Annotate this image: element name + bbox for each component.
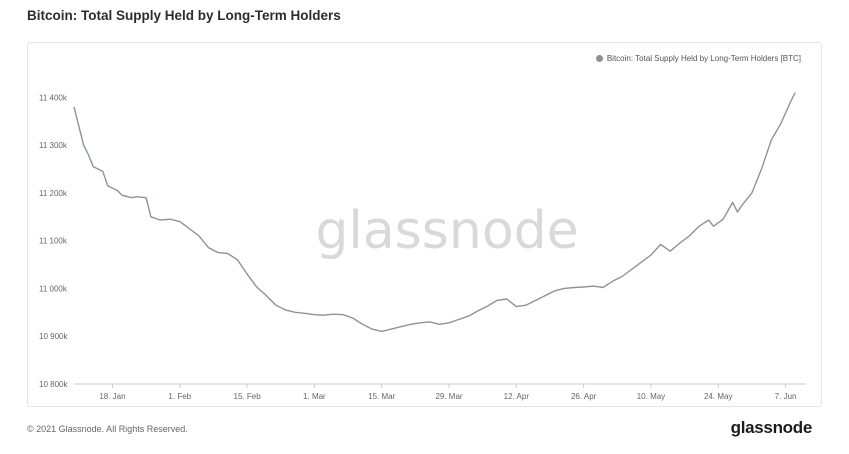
x-tick-label-10: 7. Jun bbox=[775, 392, 797, 401]
copyright-notice: © 2021 Glassnode. All Rights Reserved. bbox=[27, 424, 188, 434]
x-tick-label-4: 15. Mar bbox=[368, 392, 395, 401]
y-tick-label-1: 10 900k bbox=[39, 332, 68, 341]
x-tick-label-2: 15. Feb bbox=[234, 392, 262, 401]
legend-entry-label: Bitcoin: Total Supply Held by Long-Term … bbox=[606, 54, 801, 63]
chart-legend[interactable]: Bitcoin: Total Supply Held by Long-Term … bbox=[595, 54, 801, 63]
series-line-0 bbox=[73, 92, 796, 333]
legend-marker-icon bbox=[595, 55, 603, 62]
y-tick-label-5: 11 300k bbox=[39, 141, 68, 150]
x-tick-label-3: 1. Mar bbox=[303, 392, 326, 401]
x-tick-label-5: 29. Mar bbox=[435, 392, 462, 401]
chart-canvas[interactable]: glassnode 10 800k 10 900k 11 000k 11 100k 11 … bbox=[28, 43, 821, 406]
y-tick-label-4: 11 200k bbox=[39, 189, 68, 198]
chart-panel: glassnode 10 800k 10 900k 11 000k 11 100k 11 … bbox=[27, 42, 822, 407]
y-tick-label-2: 11 000k bbox=[39, 284, 68, 293]
x-tick-label-7: 26. Apr bbox=[571, 392, 597, 401]
x-tick-label-0: 18. Jan bbox=[99, 392, 125, 401]
watermark-text: glassnode bbox=[315, 201, 578, 261]
page-title: Bitcoin: Total Supply Held by Long-Term … bbox=[27, 8, 341, 23]
x-tick-label-6: 12. Apr bbox=[504, 392, 530, 401]
x-tick-label-9: 24. May bbox=[704, 392, 732, 401]
x-tick-label-8: 10. May bbox=[637, 392, 665, 401]
x-tick-label-1: 1. Feb bbox=[168, 392, 191, 401]
y-tick-label-3: 11 100k bbox=[39, 237, 68, 246]
y-tick-label-0: 10 800k bbox=[39, 380, 68, 389]
brand-logo: glassnode bbox=[730, 418, 813, 437]
y-tick-label-6: 11 400k bbox=[39, 93, 68, 102]
